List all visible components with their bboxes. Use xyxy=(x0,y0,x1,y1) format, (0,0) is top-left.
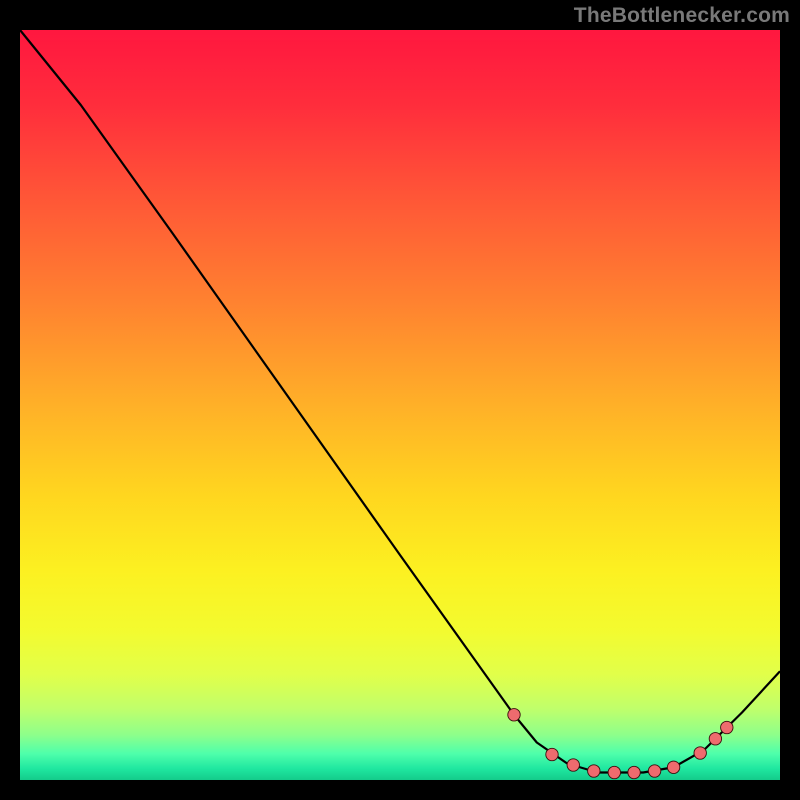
data-marker xyxy=(694,747,706,759)
data-marker xyxy=(608,766,620,778)
chart-frame: TheBottlenecker.com xyxy=(0,0,800,800)
data-marker xyxy=(508,709,520,721)
data-marker xyxy=(709,733,721,745)
data-marker xyxy=(546,748,558,760)
data-marker xyxy=(567,759,579,771)
data-marker xyxy=(648,765,660,777)
data-marker xyxy=(721,721,733,733)
plot-background xyxy=(20,30,780,780)
data-marker xyxy=(588,765,600,777)
bottleneck-curve-chart xyxy=(0,0,800,800)
data-marker xyxy=(628,766,640,778)
watermark-text: TheBottlenecker.com xyxy=(574,4,790,28)
data-marker xyxy=(667,761,679,773)
